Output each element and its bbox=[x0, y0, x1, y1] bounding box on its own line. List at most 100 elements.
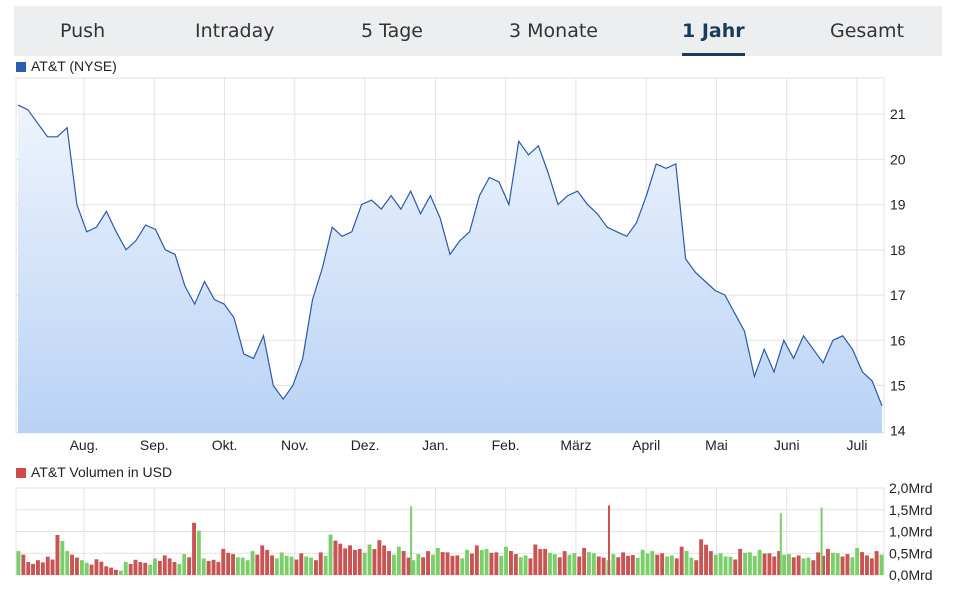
volume-bar bbox=[762, 553, 767, 575]
volume-bar bbox=[70, 554, 74, 575]
volume-bar bbox=[509, 551, 513, 575]
volume-bar bbox=[626, 555, 630, 575]
volume-bar bbox=[733, 559, 738, 575]
volume-bar bbox=[460, 558, 465, 575]
volume-bar bbox=[187, 557, 192, 575]
volume-legend-swatch bbox=[16, 468, 26, 478]
volume-bar bbox=[830, 552, 835, 575]
volume-bar bbox=[820, 507, 823, 575]
volume-bar bbox=[645, 553, 650, 575]
volume-bar bbox=[55, 535, 60, 575]
volume-bar bbox=[260, 545, 265, 575]
volume-bar bbox=[401, 551, 406, 575]
volume-bar bbox=[31, 563, 35, 575]
volume-bar bbox=[669, 555, 674, 575]
volume-bar bbox=[75, 557, 79, 575]
volume-bar bbox=[304, 556, 309, 575]
volume-bar bbox=[426, 551, 430, 575]
volume-bar bbox=[240, 557, 245, 575]
volume-bar bbox=[36, 560, 40, 575]
tab-label: Push bbox=[60, 20, 106, 42]
volume-bar bbox=[114, 569, 118, 575]
volume-bar bbox=[309, 557, 313, 575]
tab-label: 3 Monate bbox=[509, 20, 598, 42]
timeframe-tabs: Push Intraday 5 Tage 3 Monate 1 Jahr Ges… bbox=[14, 6, 942, 56]
volume-y-tick-label: 2,0Mrd bbox=[889, 482, 933, 496]
volume-bar bbox=[552, 554, 557, 575]
volume-bar bbox=[504, 546, 508, 575]
volume-bar bbox=[421, 557, 426, 575]
volume-bar bbox=[806, 557, 811, 575]
volume-bar bbox=[94, 559, 99, 575]
volume-bar bbox=[767, 553, 772, 576]
volume-y-tick-label: 0,0Mrd bbox=[889, 567, 933, 583]
volume-bar bbox=[608, 505, 610, 575]
price-x-tick-label: März bbox=[560, 437, 591, 453]
volume-bar bbox=[196, 530, 201, 575]
volume-bar bbox=[718, 553, 723, 576]
volume-bar bbox=[387, 551, 391, 575]
volume-bar bbox=[255, 554, 260, 575]
tab-3-monate[interactable]: 3 Monate bbox=[509, 6, 598, 56]
volume-bar bbox=[99, 561, 104, 575]
tab-gesamt[interactable]: Gesamt bbox=[830, 6, 904, 56]
volume-bar bbox=[713, 554, 718, 575]
tab-5-tage[interactable]: 5 Tage bbox=[361, 6, 423, 56]
volume-bar bbox=[250, 551, 255, 575]
price-legend: AT&T (NYSE) bbox=[16, 58, 117, 74]
volume-bar bbox=[357, 548, 362, 575]
price-x-tick-label: Feb. bbox=[492, 437, 520, 453]
price-x-tick-label: April bbox=[632, 437, 660, 453]
tab-push[interactable]: Push bbox=[60, 6, 105, 56]
volume-bar bbox=[123, 562, 128, 575]
volume-bar bbox=[465, 549, 469, 575]
volume-bar bbox=[265, 549, 270, 575]
volume-bar bbox=[879, 554, 884, 575]
volume-bar bbox=[660, 553, 665, 576]
tab-intraday[interactable]: Intraday bbox=[195, 6, 275, 56]
volume-bar bbox=[50, 559, 55, 575]
volume-bar bbox=[118, 570, 123, 575]
volume-bar bbox=[216, 562, 221, 575]
volume-y-tick-label: 1,0Mrd bbox=[889, 524, 933, 540]
tab-label: 1 Jahr bbox=[682, 20, 745, 42]
volume-bar bbox=[245, 560, 250, 575]
volume-bar bbox=[689, 557, 694, 575]
volume-bar bbox=[796, 555, 801, 575]
volume-bar bbox=[143, 562, 148, 575]
volume-bar bbox=[177, 563, 182, 575]
volume-legend: AT&T Volumen in USD bbox=[16, 464, 172, 480]
volume-bar bbox=[513, 554, 518, 575]
volume-bar bbox=[16, 551, 21, 575]
volume-bar bbox=[655, 554, 660, 575]
price-y-tick-label: 21 bbox=[890, 106, 906, 122]
volume-bar bbox=[474, 545, 479, 575]
volume-bar bbox=[162, 555, 167, 575]
volume-bar bbox=[445, 552, 450, 575]
volume-bar bbox=[860, 552, 864, 575]
volume-bar bbox=[318, 552, 323, 575]
price-chart: 14 15 16 17 18 19 20 21 Aug. Sep. Okt. Nov. Dez. Jan.… bbox=[15, 77, 906, 453]
volume-bar bbox=[587, 552, 591, 575]
volume-bar bbox=[362, 552, 367, 575]
volume-bar bbox=[865, 555, 869, 575]
volume-chart: 0,0Mrd 0,5Mrd 1,0Mrd 1,5Mrd 2,0Mrd bbox=[15, 482, 933, 583]
volume-bar bbox=[148, 564, 153, 575]
volume-bar bbox=[323, 555, 328, 575]
volume-bar bbox=[533, 544, 538, 575]
volume-bar bbox=[772, 556, 777, 575]
volume-y-tick-label: 1,5Mrd bbox=[889, 502, 933, 518]
volume-bar bbox=[343, 548, 348, 575]
tab-label: Gesamt bbox=[830, 20, 904, 42]
price-x-tick-label: Juli bbox=[846, 437, 867, 453]
volume-bar bbox=[777, 551, 782, 575]
volume-bar bbox=[284, 555, 289, 575]
volume-bar bbox=[801, 558, 806, 575]
volume-bar bbox=[133, 559, 138, 575]
price-y-tick-label: 19 bbox=[890, 197, 906, 213]
volume-bar bbox=[704, 544, 708, 575]
volume-bar bbox=[821, 555, 825, 575]
tab-1-jahr[interactable]: 1 Jahr bbox=[682, 6, 745, 56]
volume-bar bbox=[635, 558, 640, 575]
volume-bar bbox=[811, 560, 816, 575]
